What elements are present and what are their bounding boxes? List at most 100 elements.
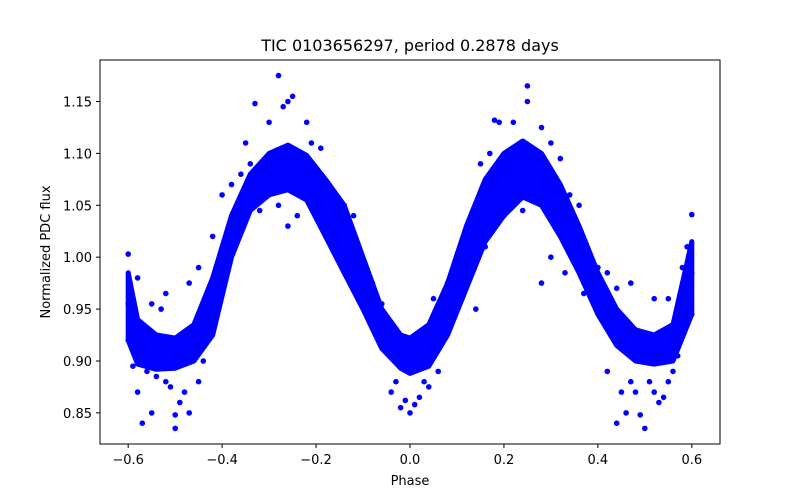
data-point [172, 412, 178, 418]
data-point [576, 244, 582, 250]
data-point [524, 83, 531, 89]
x-tick-label: 0.6 [681, 453, 702, 468]
data-point [214, 306, 221, 312]
data-point [285, 223, 291, 229]
data-point [665, 378, 672, 385]
data-point [407, 410, 413, 416]
data-point [510, 158, 517, 165]
data-point [651, 353, 657, 359]
data-point [134, 275, 141, 281]
data-point [153, 354, 160, 360]
data-points [125, 72, 695, 432]
data-point [689, 211, 695, 218]
data-point [134, 345, 141, 352]
data-point [416, 394, 423, 401]
data-point [426, 342, 432, 349]
data-point [308, 140, 315, 146]
data-point [238, 207, 244, 214]
data-point [473, 225, 479, 231]
data-point [252, 100, 258, 107]
data-point [487, 150, 493, 157]
chart-title: TIC 0103656297, period 0.2878 days [260, 36, 559, 55]
data-point [397, 351, 404, 358]
data-point [163, 378, 169, 385]
data-point [595, 295, 601, 302]
data-point [491, 183, 498, 190]
data-point [548, 140, 554, 146]
data-point [604, 368, 611, 375]
data-point [388, 389, 395, 395]
data-point [280, 103, 287, 110]
data-point [313, 212, 319, 219]
data-point [242, 140, 249, 146]
data-point [482, 244, 489, 250]
data-point [473, 306, 479, 312]
data-point [416, 351, 423, 358]
data-point [623, 342, 629, 349]
data-point [219, 192, 225, 198]
data-point [613, 285, 620, 292]
data-point [618, 389, 625, 395]
plot-area [125, 72, 695, 432]
data-point [332, 212, 338, 219]
data-point [689, 270, 695, 276]
data-point [674, 353, 681, 359]
data-point [125, 301, 131, 307]
data-point [172, 425, 178, 432]
data-point [684, 244, 690, 250]
data-point [604, 270, 611, 276]
data-point [294, 163, 301, 169]
data-point [463, 254, 470, 260]
data-point [285, 161, 291, 167]
data-point [238, 171, 244, 177]
data-point [163, 355, 169, 361]
data-point [172, 354, 178, 360]
data-point [613, 420, 620, 427]
data-point [125, 251, 131, 257]
x-tick-label: −0.4 [206, 453, 238, 468]
data-point [332, 192, 338, 198]
x-tick-label: −0.2 [300, 453, 332, 468]
data-point [313, 179, 319, 186]
x-tick-label: 0.4 [588, 453, 609, 468]
data-point [275, 202, 282, 209]
data-point [350, 259, 357, 266]
data-point [689, 311, 695, 318]
data-point [379, 327, 385, 333]
data-point [435, 368, 442, 375]
data-point [266, 119, 272, 126]
data-point [557, 155, 564, 162]
y-tick-label: 0.95 [63, 303, 92, 318]
data-point [341, 202, 348, 209]
data-point [501, 212, 507, 219]
data-point [294, 212, 301, 219]
data-point [303, 119, 310, 126]
data-point [181, 350, 188, 357]
data-point [491, 117, 498, 123]
data-point [628, 280, 634, 286]
data-point [127, 327, 134, 333]
data-point [256, 176, 263, 183]
data-point [576, 202, 582, 209]
data-point [529, 192, 535, 198]
data-point [186, 410, 192, 416]
data-point [510, 119, 517, 126]
data-point [397, 404, 404, 411]
data-point [379, 301, 385, 307]
data-point [496, 119, 503, 126]
data-point [411, 401, 418, 408]
data-point [205, 295, 211, 302]
data-point [228, 231, 235, 238]
data-point [289, 93, 296, 100]
data-point [421, 378, 427, 385]
y-tick-label: 0.90 [63, 355, 92, 370]
y-tick-label: 0.85 [63, 407, 92, 422]
data-point [548, 176, 554, 183]
data-point [566, 192, 573, 198]
y-tick-label: 1.15 [63, 96, 92, 111]
data-point [191, 342, 197, 349]
data-point [637, 412, 643, 418]
data-point [130, 363, 136, 370]
data-point [686, 254, 693, 260]
data-point [181, 389, 188, 395]
